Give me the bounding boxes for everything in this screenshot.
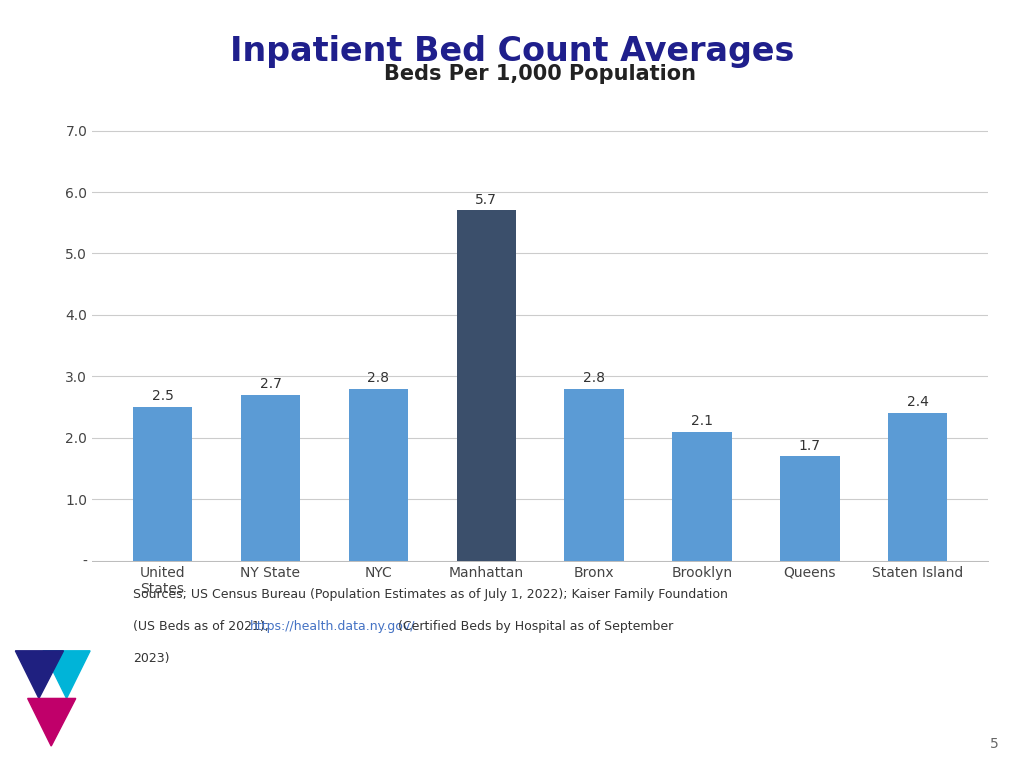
Text: 5: 5 bbox=[989, 737, 998, 751]
Bar bbox=[348, 389, 408, 561]
Text: 2023): 2023) bbox=[133, 652, 170, 665]
Polygon shape bbox=[43, 650, 90, 698]
Text: Sources; US Census Bureau (Population Estimates as of July 1, 2022); Kaiser Fami: Sources; US Census Bureau (Population Es… bbox=[133, 588, 728, 601]
Text: (US Beds as of 2021);: (US Beds as of 2021); bbox=[133, 620, 273, 633]
Text: 2.8: 2.8 bbox=[583, 371, 605, 385]
Bar bbox=[133, 407, 193, 561]
Text: https://health.data.ny.gov/: https://health.data.ny.gov/ bbox=[250, 620, 416, 633]
Text: 2.5: 2.5 bbox=[152, 389, 173, 403]
Bar bbox=[564, 389, 624, 561]
Text: 2.8: 2.8 bbox=[368, 371, 389, 385]
Text: 2.7: 2.7 bbox=[259, 377, 282, 391]
Text: 1.7: 1.7 bbox=[799, 439, 821, 452]
Bar bbox=[457, 210, 516, 561]
Bar bbox=[780, 456, 840, 561]
Bar bbox=[241, 395, 300, 561]
Bar bbox=[673, 432, 732, 561]
Text: Inpatient Bed Count Averages: Inpatient Bed Count Averages bbox=[229, 35, 795, 68]
Text: 2.4: 2.4 bbox=[907, 396, 929, 409]
Polygon shape bbox=[28, 698, 76, 746]
Text: (Certified Beds by Hospital as of September: (Certified Beds by Hospital as of Septem… bbox=[394, 620, 674, 633]
Title: Beds Per 1,000 Population: Beds Per 1,000 Population bbox=[384, 65, 696, 84]
Bar bbox=[888, 413, 947, 561]
Polygon shape bbox=[15, 650, 63, 698]
Text: 5.7: 5.7 bbox=[475, 193, 498, 207]
Text: 2.1: 2.1 bbox=[691, 414, 713, 428]
